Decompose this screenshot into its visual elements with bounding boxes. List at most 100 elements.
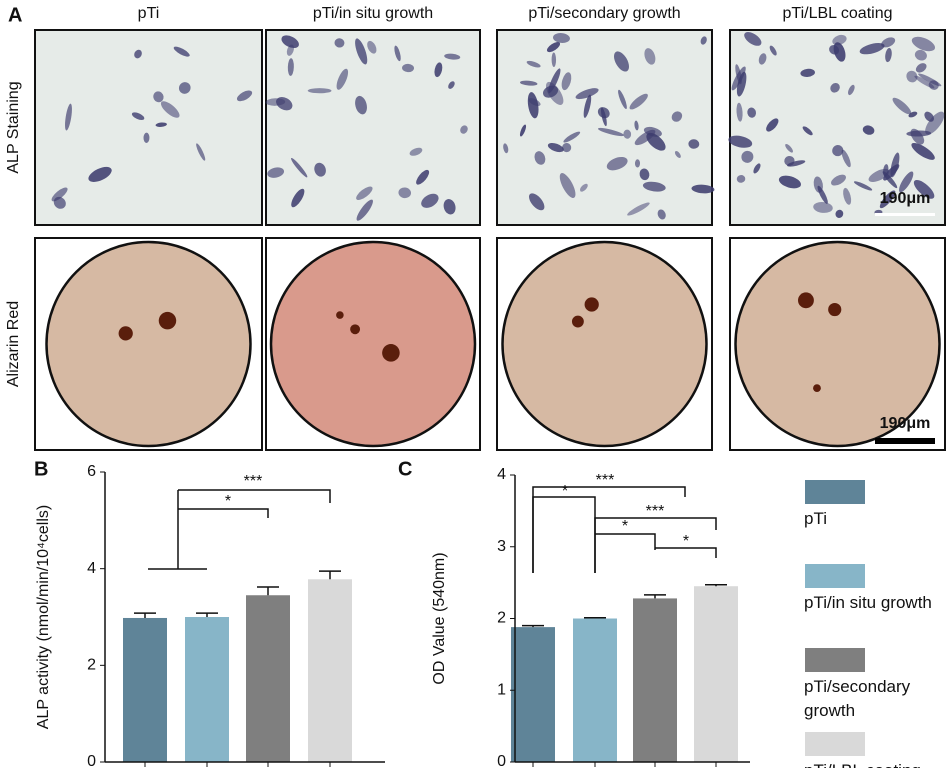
bar <box>511 627 555 762</box>
stained-cell <box>367 40 377 54</box>
alizarin-image <box>729 237 946 451</box>
stained-cell <box>885 47 892 63</box>
significance: * <box>562 483 568 500</box>
stained-cell <box>236 90 253 102</box>
stained-cell <box>519 124 527 137</box>
stained-cell <box>534 151 546 165</box>
stained-cell <box>731 66 746 91</box>
stained-cell <box>545 81 564 105</box>
stained-cell <box>883 164 900 181</box>
stained-cell <box>835 209 844 218</box>
scale-bar-label: 190μm <box>880 415 931 432</box>
legend-swatch <box>805 480 865 504</box>
nodule <box>336 311 344 319</box>
stained-cell <box>563 131 581 143</box>
stained-cell <box>356 186 373 200</box>
column-header: pTi/LBL coating <box>783 5 893 22</box>
stained-cell <box>634 129 656 146</box>
legend-swatch <box>805 648 865 672</box>
alp-image <box>34 29 263 226</box>
stained-cell <box>914 75 935 89</box>
stained-cell <box>671 111 683 122</box>
column-header: pTi <box>138 5 160 22</box>
stained-cell <box>918 73 942 87</box>
alp-image <box>728 29 946 226</box>
nodule <box>118 326 133 341</box>
stained-cell <box>356 199 373 221</box>
stained-cell <box>276 97 293 111</box>
stained-cell <box>51 187 68 202</box>
bracket <box>594 517 717 573</box>
significance: * <box>683 533 689 550</box>
stained-cell <box>409 147 423 156</box>
error-bar <box>257 586 279 596</box>
stained-cell <box>178 82 191 94</box>
scale-bar <box>875 213 935 216</box>
column-header: pTi/in situ growth <box>313 5 433 22</box>
panel-label: B <box>34 458 48 480</box>
alizarin-image <box>265 237 481 451</box>
stained-cell <box>134 49 142 59</box>
panel-label: A <box>8 4 22 26</box>
stained-cell <box>674 151 681 158</box>
stained-cell <box>355 38 368 65</box>
significance: * <box>225 493 231 510</box>
error-bar <box>319 570 341 580</box>
stained-cell <box>281 35 299 49</box>
stained-cell <box>862 125 875 135</box>
legend-swatch <box>805 732 865 756</box>
stained-cell <box>579 183 588 192</box>
bar <box>694 586 738 762</box>
legend-swatch <box>805 564 865 588</box>
stained-cell <box>642 181 666 192</box>
stained-cell <box>552 33 570 43</box>
error-bar <box>584 617 606 619</box>
stained-cell <box>606 156 628 171</box>
stained-cell <box>830 82 840 93</box>
stained-cell <box>747 107 757 118</box>
stained-cell <box>817 185 828 204</box>
significance: * <box>622 518 628 535</box>
y-axis-label: OD Value (540nm) <box>431 552 448 684</box>
stained-cell <box>911 36 936 52</box>
legend-label: pTi/in situ growth <box>804 593 932 612</box>
stained-cell <box>143 132 150 143</box>
stained-cell <box>744 32 762 46</box>
stained-cell <box>848 84 855 96</box>
error-bar <box>196 612 218 617</box>
stained-cell <box>460 125 468 134</box>
stained-cell <box>741 150 754 163</box>
alizarin-image <box>34 237 263 451</box>
y-axis-label: ALP activity (nmol/min/10⁴cells) <box>35 505 52 729</box>
y-tick-label: 0 <box>497 753 506 768</box>
nodule <box>158 311 177 330</box>
stained-cell <box>291 157 308 178</box>
stained-cell <box>547 142 564 153</box>
stained-cell <box>736 102 743 122</box>
bar <box>123 617 167 762</box>
bracket <box>595 533 656 550</box>
significance: *** <box>596 472 615 489</box>
well <box>269 240 477 448</box>
nodule <box>798 292 814 309</box>
stained-cell <box>906 130 932 137</box>
legend-label: pTi <box>804 509 827 528</box>
stained-cell <box>336 68 349 90</box>
stained-cell <box>627 202 650 216</box>
stained-cell <box>881 37 896 48</box>
stained-cell <box>402 63 415 73</box>
y-tick-label: 2 <box>497 610 506 627</box>
stained-cell <box>879 190 896 209</box>
stained-cell <box>843 187 852 205</box>
bracket <box>148 490 207 570</box>
error-bar <box>705 584 727 587</box>
y-tick-label: 4 <box>87 560 96 577</box>
bracket <box>532 486 686 573</box>
stained-cell <box>562 142 572 153</box>
bracket <box>178 508 269 518</box>
stained-cell <box>766 118 779 132</box>
stained-cell <box>613 51 630 72</box>
y-tick-label: 4 <box>497 466 506 483</box>
significance: *** <box>646 503 665 520</box>
